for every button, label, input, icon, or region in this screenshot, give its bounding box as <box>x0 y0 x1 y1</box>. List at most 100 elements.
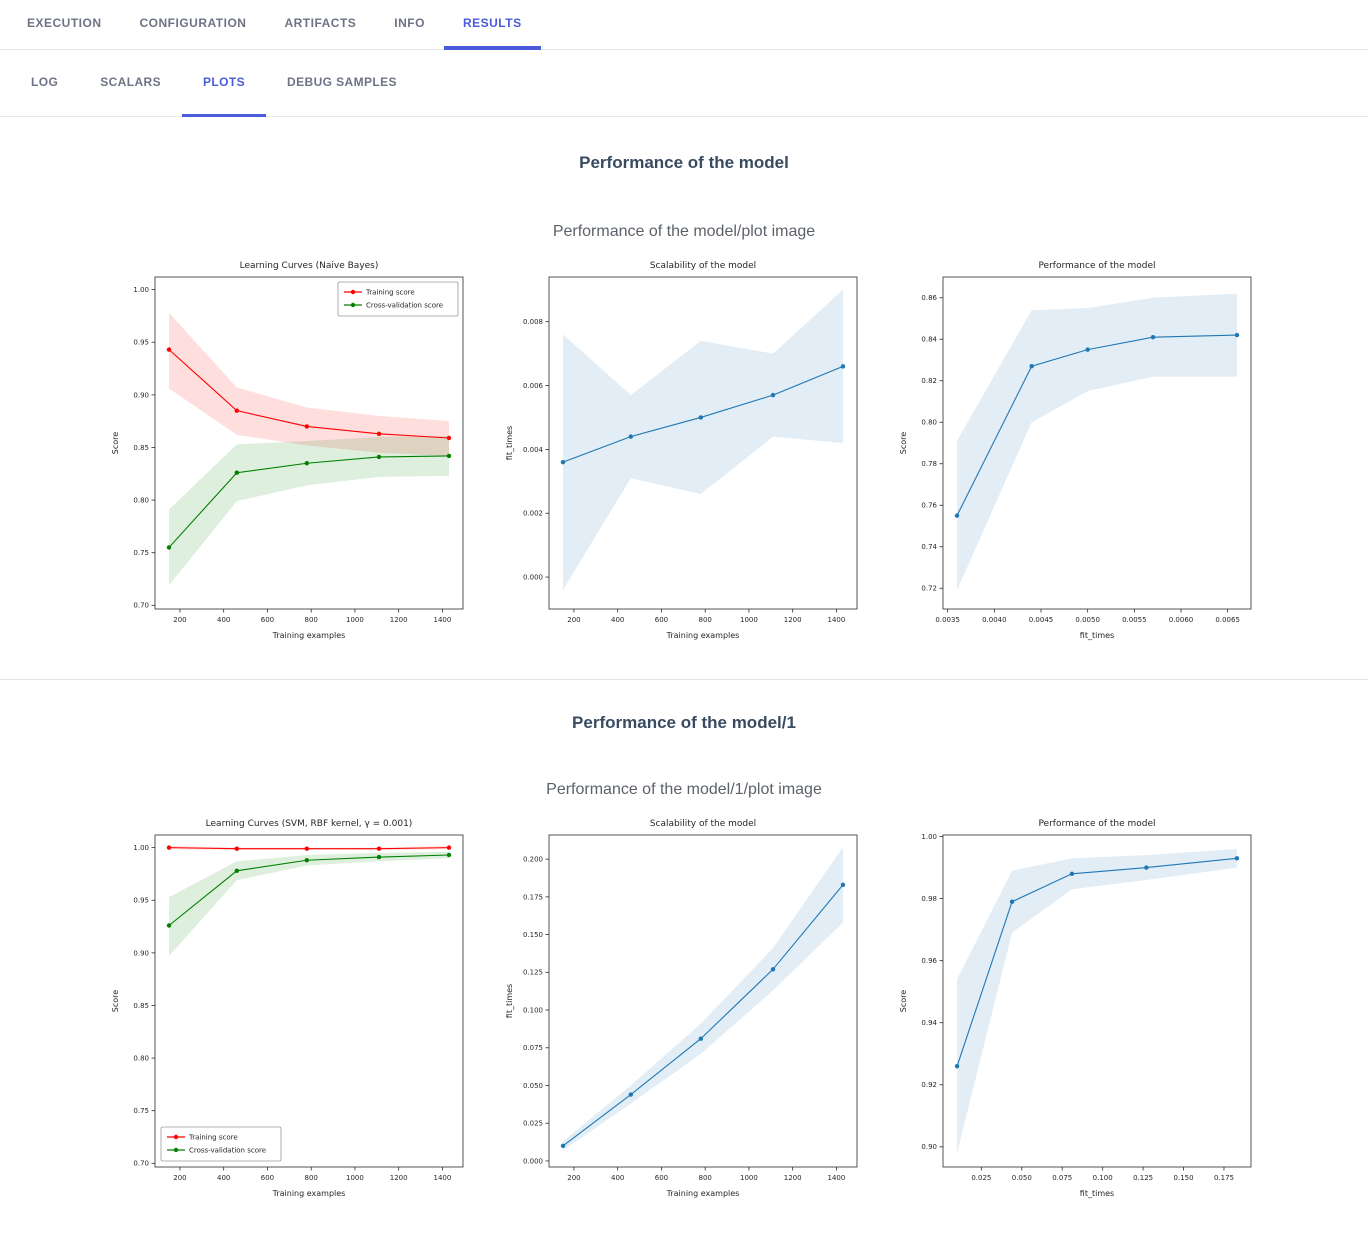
svg-text:0.70: 0.70 <box>133 602 149 610</box>
svg-text:Scalability of the model: Scalability of the model <box>650 819 756 829</box>
svg-text:Score: Score <box>899 432 908 454</box>
svg-text:0.78: 0.78 <box>921 460 937 468</box>
svg-text:400: 400 <box>217 616 230 624</box>
svg-text:0.002: 0.002 <box>523 510 543 518</box>
svg-text:0.000: 0.000 <box>523 1157 543 1165</box>
svg-text:fit_times: fit_times <box>505 426 514 460</box>
svg-text:200: 200 <box>567 616 580 624</box>
svg-text:1.00: 1.00 <box>921 833 937 841</box>
plot-image-title: Performance of the model/plot image <box>552 223 816 240</box>
svg-text:0.0045: 0.0045 <box>1029 616 1054 624</box>
tab-info[interactable]: INFO <box>394 16 425 30</box>
plot-image[interactable]: 200 400 600 800 1000 1200 1400 0.70 0.75 0.80 0.85… <box>0 811 1368 1211</box>
svg-text:1400: 1400 <box>434 1174 452 1182</box>
svg-text:0.96: 0.96 <box>921 957 937 965</box>
svg-text:600: 600 <box>655 1174 668 1182</box>
svg-text:800: 800 <box>699 1174 712 1182</box>
svg-text:0.85: 0.85 <box>133 444 149 452</box>
svg-text:1000: 1000 <box>740 1174 758 1182</box>
svg-text:200: 200 <box>173 1174 186 1182</box>
svg-text:0.70: 0.70 <box>133 1160 149 1168</box>
tab-execution[interactable]: EXECUTION <box>27 16 102 30</box>
svg-text:1000: 1000 <box>346 616 364 624</box>
subtab-debug-samples[interactable]: DEBUG SAMPLES <box>287 75 397 89</box>
svg-text:1200: 1200 <box>784 1174 802 1182</box>
svg-text:1200: 1200 <box>784 616 802 624</box>
subtab-scalars[interactable]: SCALARS <box>100 75 162 89</box>
svg-text:1000: 1000 <box>740 616 758 624</box>
svg-text:0.004: 0.004 <box>523 446 544 454</box>
svg-text:0.025: 0.025 <box>523 1120 543 1128</box>
svg-text:0.0040: 0.0040 <box>982 616 1007 624</box>
svg-text:0.98: 0.98 <box>921 895 937 903</box>
svg-text:0.200: 0.200 <box>523 856 543 864</box>
chart-performance-of-the-model: 0.0035 0.0040 0.0045 0.0050 0.0055 0.0060 0.00… <box>893 253 1263 653</box>
svg-text:Performance of the model: Performance of the model <box>1038 819 1155 829</box>
svg-text:800: 800 <box>699 616 712 624</box>
svg-text:Score: Score <box>111 990 120 1012</box>
svg-text:0.0050: 0.0050 <box>1075 616 1100 624</box>
chart-performance-of-the-model: 0.025 0.050 0.075 0.100 0.125 0.150 0.175 0.90 0… <box>893 811 1263 1211</box>
svg-text:400: 400 <box>611 616 624 624</box>
svg-text:1400: 1400 <box>434 616 452 624</box>
svg-text:0.92: 0.92 <box>921 1081 937 1089</box>
plot-section-performance-of-the-model-1: Performance of the model/1 Performance o… <box>0 713 1368 1211</box>
plot-image[interactable]: 200 400 600 800 1000 1200 1400 0.70 0.75 0.80 0.85… <box>0 253 1368 653</box>
svg-text:600: 600 <box>655 616 668 624</box>
results-subnav: LOG SCALARS PLOTS DEBUG SAMPLES <box>0 50 1368 117</box>
svg-text:Cross-validation score: Cross-validation score <box>366 302 443 310</box>
svg-text:Learning Curves (SVM, RBF kern: Learning Curves (SVM, RBF kernel, γ = 0.… <box>206 819 413 829</box>
chart-scalability-of-the-model: 200 400 600 800 1000 1200 1400 0.000 0.002 0.004 0… <box>499 253 869 653</box>
section-divider <box>0 679 1368 680</box>
svg-text:0.050: 0.050 <box>523 1082 543 1090</box>
svg-text:Training examples: Training examples <box>272 1189 346 1198</box>
svg-text:600: 600 <box>261 616 274 624</box>
svg-text:0.075: 0.075 <box>1052 1174 1072 1182</box>
svg-text:0.150: 0.150 <box>523 931 543 939</box>
svg-text:0.90: 0.90 <box>921 1143 937 1151</box>
svg-text:200: 200 <box>173 616 186 624</box>
svg-text:0.025: 0.025 <box>971 1174 991 1182</box>
svg-text:0.95: 0.95 <box>133 339 149 347</box>
svg-text:0.0035: 0.0035 <box>935 616 960 624</box>
svg-text:600: 600 <box>261 1174 274 1182</box>
section-heading: Performance of the model/1 <box>572 713 796 732</box>
svg-text:Score: Score <box>899 990 908 1012</box>
svg-text:1400: 1400 <box>828 1174 846 1182</box>
svg-text:0.80: 0.80 <box>921 419 937 427</box>
svg-text:0.94: 0.94 <box>921 1019 937 1027</box>
svg-text:400: 400 <box>611 1174 624 1182</box>
svg-text:0.74: 0.74 <box>921 543 937 551</box>
svg-text:0.0065: 0.0065 <box>1215 616 1240 624</box>
subtab-plots[interactable]: PLOTS <box>182 50 267 117</box>
svg-text:0.125: 0.125 <box>523 969 543 977</box>
svg-text:0.100: 0.100 <box>1093 1174 1113 1182</box>
chart-learning-curves-svm-rbf-kernel-0-001: 200 400 600 800 1000 1200 1400 0.70 0.75 0.80 0.85… <box>105 811 475 1211</box>
svg-text:fit_times: fit_times <box>1080 631 1114 640</box>
chart-scalability-of-the-model: 200 400 600 800 1000 1200 1400 0.000 0.025 0.050 0… <box>499 811 869 1211</box>
svg-text:0.125: 0.125 <box>1133 1174 1153 1182</box>
svg-text:1.00: 1.00 <box>133 286 149 294</box>
svg-text:0.75: 0.75 <box>133 549 149 557</box>
svg-text:0.86: 0.86 <box>921 294 937 302</box>
primary-nav: EXECUTION CONFIGURATION ARTIFACTS INFO R… <box>0 0 1368 50</box>
svg-text:0.175: 0.175 <box>1214 1174 1234 1182</box>
plots-panel: Performance of the model Performance of … <box>0 117 1368 1239</box>
chart-learning-curves-naive-bayes: 200 400 600 800 1000 1200 1400 0.70 0.75 0.80 0.85… <box>105 253 475 653</box>
plot-image-title: Performance of the model/1/plot image <box>546 781 822 798</box>
tab-artifacts[interactable]: ARTIFACTS <box>284 16 357 30</box>
svg-text:1200: 1200 <box>390 616 408 624</box>
svg-text:0.050: 0.050 <box>1012 1174 1032 1182</box>
svg-text:0.150: 0.150 <box>1174 1174 1194 1182</box>
svg-text:0.90: 0.90 <box>133 391 149 399</box>
svg-text:Training score: Training score <box>188 1134 238 1142</box>
svg-text:0.006: 0.006 <box>523 382 544 390</box>
tab-configuration[interactable]: CONFIGURATION <box>139 16 247 30</box>
svg-text:Scalability of the model: Scalability of the model <box>650 261 756 271</box>
svg-text:1000: 1000 <box>346 1174 364 1182</box>
subtab-log[interactable]: LOG <box>31 75 59 89</box>
svg-text:0.85: 0.85 <box>133 1002 149 1010</box>
svg-text:800: 800 <box>305 1174 318 1182</box>
svg-text:0.95: 0.95 <box>133 897 149 905</box>
tab-results[interactable]: RESULTS <box>443 0 541 50</box>
